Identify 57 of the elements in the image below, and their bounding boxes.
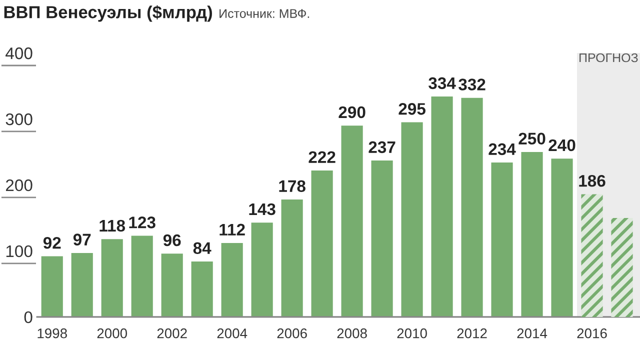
x-tick-label: 2006	[277, 328, 307, 338]
bar	[341, 126, 363, 317]
x-tick-label: 2010	[397, 328, 427, 338]
bar	[191, 262, 213, 317]
text: Источник: МВФ.	[220, 9, 310, 18]
data-label: 237	[368, 141, 396, 154]
bar	[281, 199, 303, 317]
data-label: 332	[458, 78, 486, 90]
bar	[461, 98, 483, 317]
bar	[551, 158, 573, 317]
band-label: ПРОГНОЗ	[580, 53, 638, 62]
bar	[371, 160, 393, 317]
data-label: 234	[488, 143, 516, 156]
data-label: 97	[73, 234, 91, 246]
bar	[521, 152, 543, 317]
y-tick-label: 200	[6, 179, 32, 192]
data-label: 178	[279, 180, 306, 192]
data-label: 92	[43, 236, 61, 249]
y-tick-label: 300	[6, 113, 32, 126]
data-label: 84	[193, 242, 212, 254]
x-tick-label: 2016	[577, 328, 607, 338]
data-label: 295	[398, 103, 426, 115]
data-label: 123	[129, 216, 156, 228]
bar	[131, 236, 153, 317]
bar	[611, 218, 633, 317]
bar	[401, 122, 423, 317]
bar	[71, 252, 93, 317]
data-label: 112	[220, 224, 245, 236]
data-label: 96	[163, 234, 181, 246]
bar	[581, 194, 603, 317]
bar	[41, 256, 63, 317]
bar	[221, 243, 243, 317]
x-tick-label: 2002	[157, 328, 187, 338]
data-label: 334	[428, 77, 456, 90]
y-tick-label: 400	[6, 47, 32, 60]
data-label: 222	[308, 151, 336, 163]
x-tick-label: 2000	[97, 328, 128, 338]
y-tick-label: 0	[24, 311, 32, 324]
x-tick-label: 2008	[337, 328, 367, 338]
chart-title: ВВП Венесуэлы ($млрд)	[4, 5, 212, 22]
data-label: 118	[100, 220, 126, 232]
y-tick-label: 100	[6, 245, 32, 258]
x-tick-label: 2014	[517, 328, 548, 338]
bar	[431, 96, 453, 317]
x-tick-label: 2012	[457, 328, 487, 338]
x-tick-label: 1998	[38, 328, 67, 338]
bar	[101, 239, 123, 317]
bar	[491, 162, 513, 317]
bar	[311, 170, 333, 317]
data-label: 250	[518, 132, 546, 145]
bar	[251, 222, 273, 317]
data-label: 290	[338, 106, 366, 118]
x-tick-label: 2004	[217, 328, 248, 338]
bar	[161, 254, 183, 317]
data-label: 240	[548, 139, 576, 152]
data-label: 143	[249, 203, 276, 216]
data-label: 186	[579, 174, 606, 187]
